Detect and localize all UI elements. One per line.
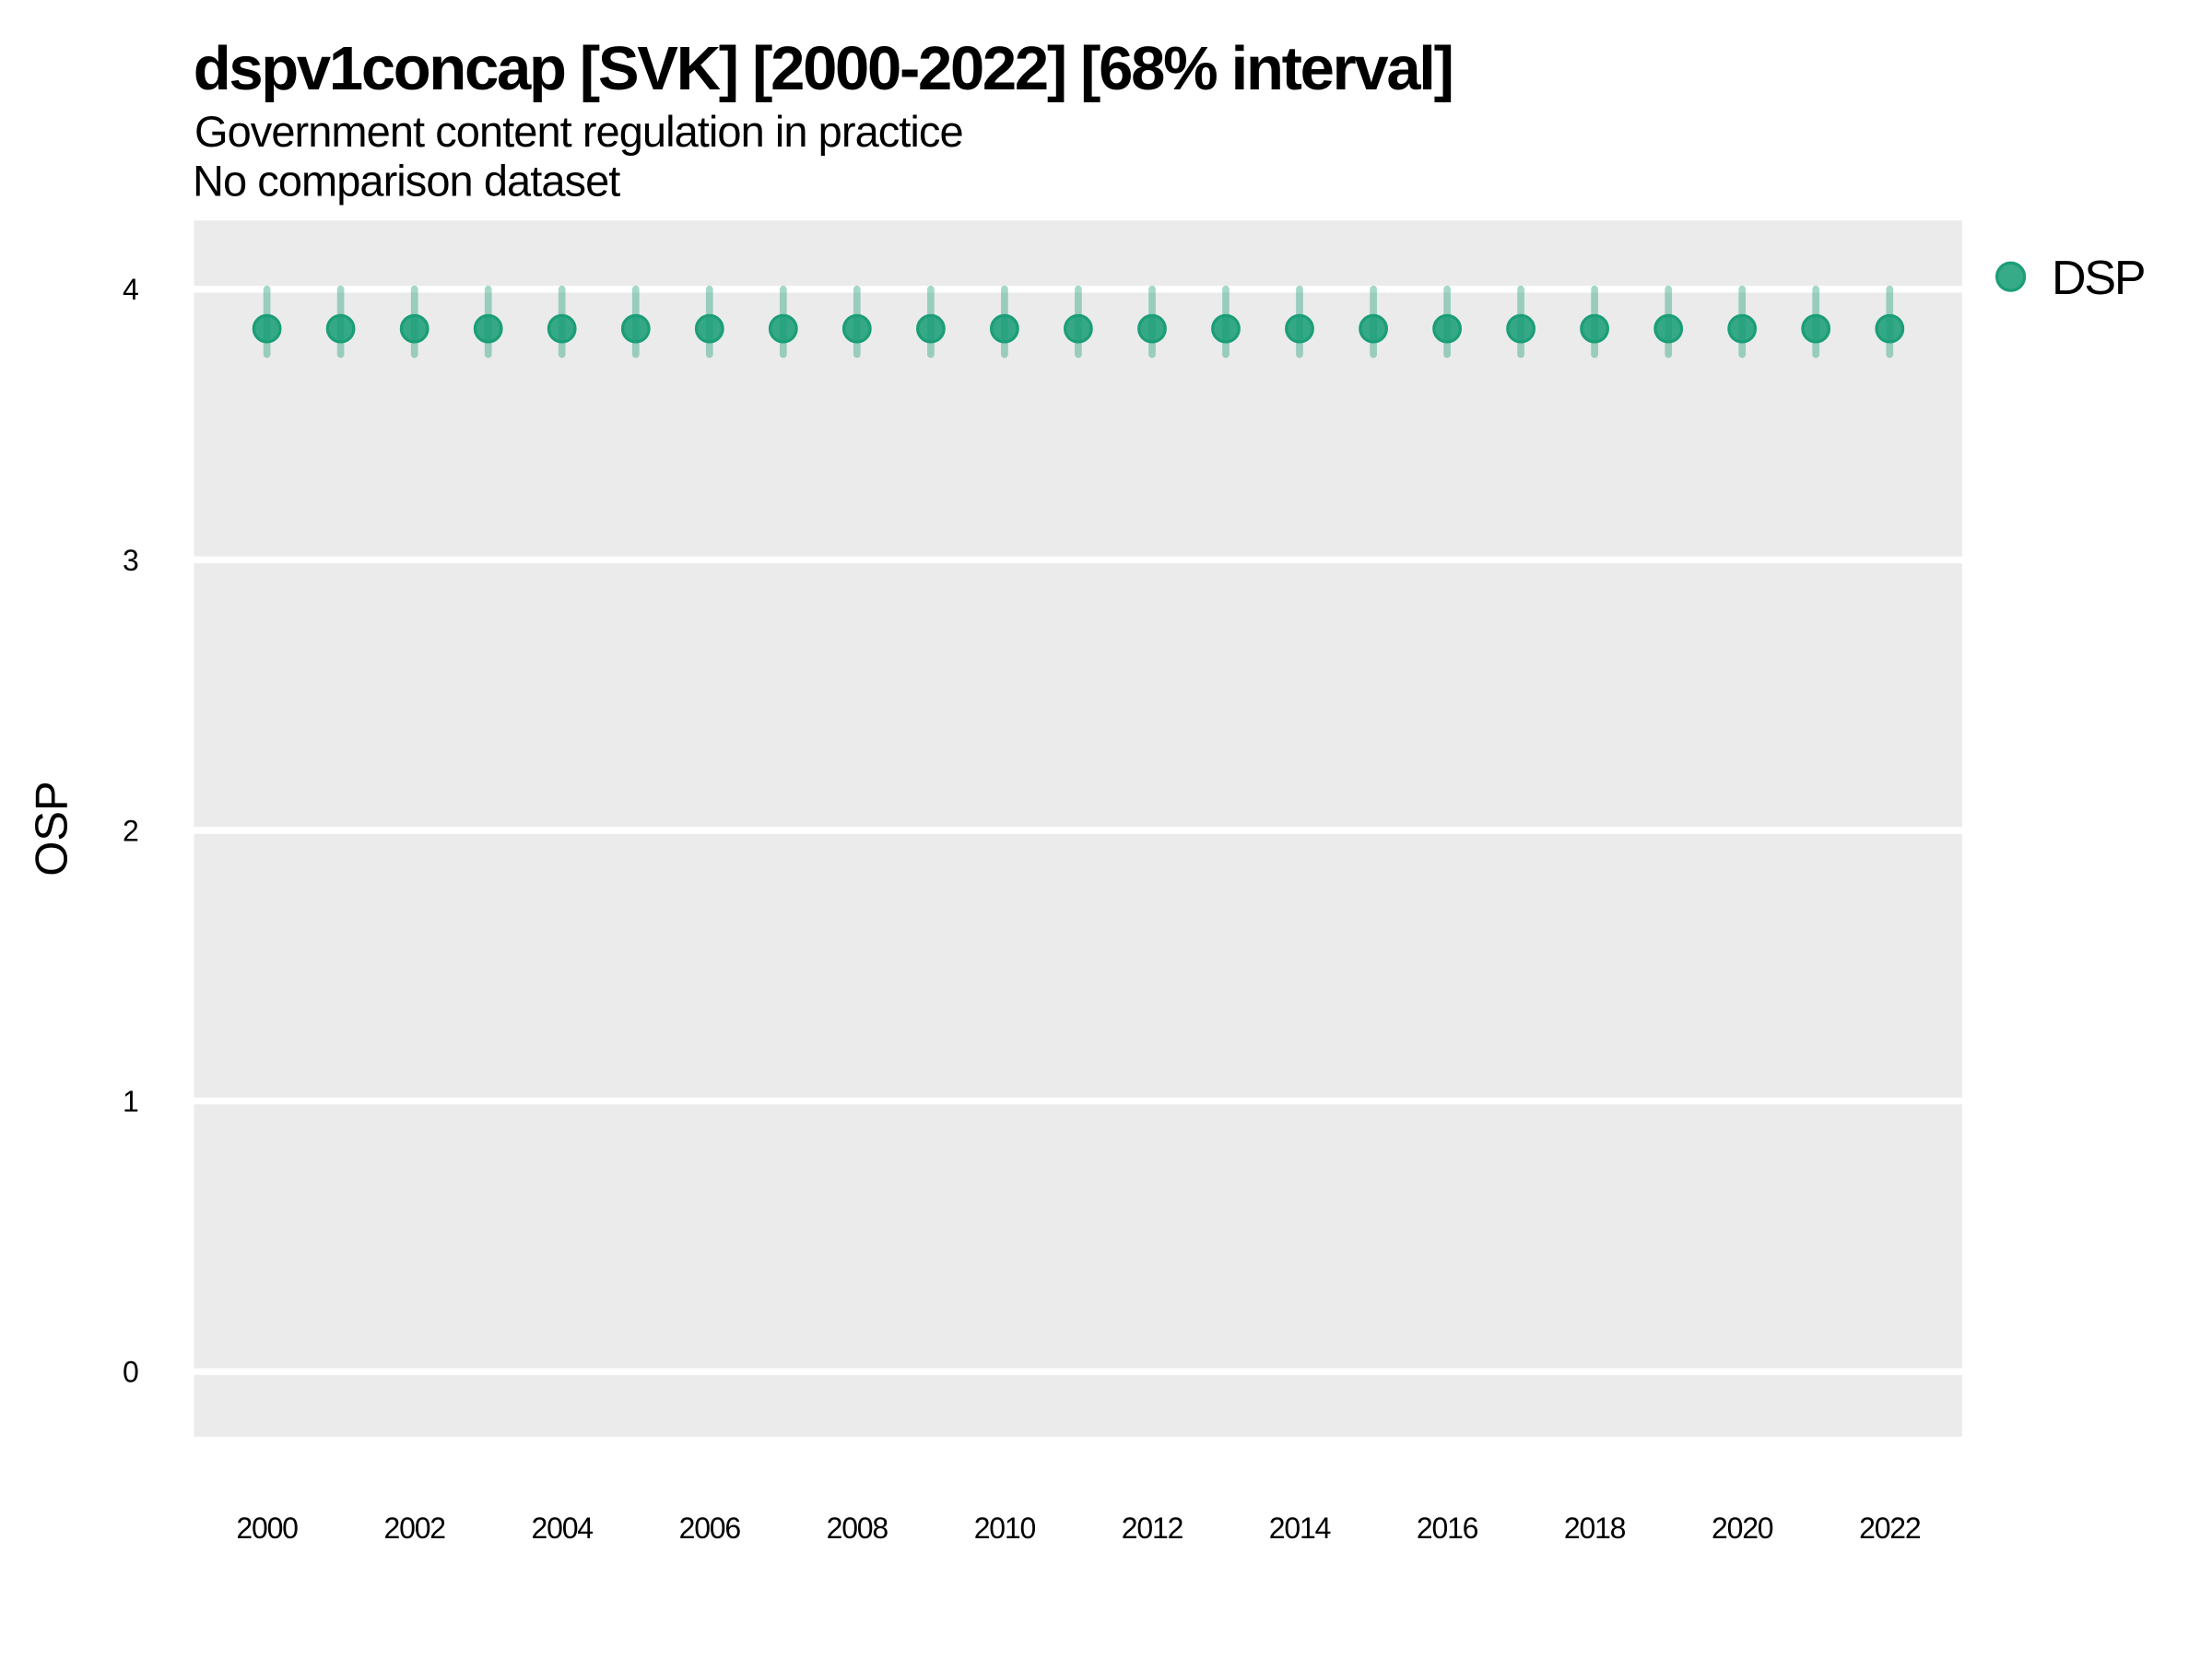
svg-text:2002: 2002 [384,1512,446,1545]
svg-text:2006: 2006 [679,1512,741,1545]
svg-text:2010: 2010 [974,1512,1036,1545]
svg-text:2018: 2018 [1564,1512,1626,1545]
svg-text:No comparison dataset: No comparison dataset [193,156,620,205]
svg-text:2: 2 [123,814,139,847]
svg-text:2020: 2020 [1712,1512,1773,1545]
svg-text:2004: 2004 [532,1512,594,1545]
svg-text:2008: 2008 [827,1512,888,1545]
svg-text:OSP: OSP [28,781,77,876]
svg-text:1: 1 [123,1085,139,1118]
svg-text:0: 0 [123,1356,139,1389]
svg-text:4: 4 [123,273,139,306]
svg-text:Government content regulation: Government content regulation in practic… [194,107,963,156]
svg-text:2014: 2014 [1269,1512,1331,1545]
svg-text:2000: 2000 [236,1512,298,1545]
svg-text:2012: 2012 [1122,1512,1183,1545]
svg-text:3: 3 [123,544,139,577]
svg-text:2022: 2022 [1859,1512,1921,1545]
svg-text:2016: 2016 [1417,1512,1478,1545]
svg-text:dspv1concap [SVK] [2000-2022]: dspv1concap [SVK] [2000-2022] [68% inter… [194,34,1453,103]
svg-text:DSP: DSP [2052,252,2144,305]
